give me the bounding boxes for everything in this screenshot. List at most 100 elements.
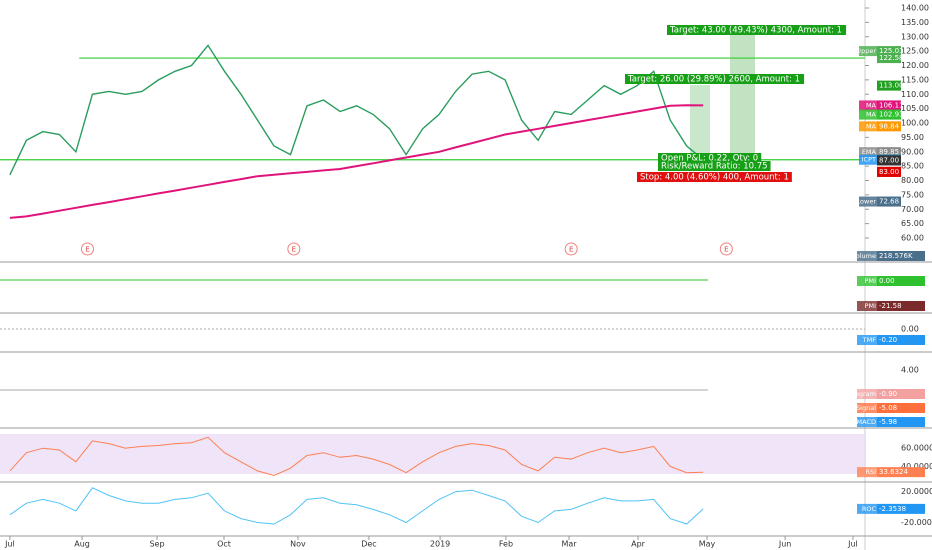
- x-tick-label: Mar: [561, 540, 577, 549]
- annotation: Target: 26.00 (29.89%) 2600, Amount: 1: [627, 75, 800, 85]
- annotation-box: [658, 161, 771, 171]
- price-tag-label: 98.84: [879, 122, 900, 130]
- x-tick-label: 2019: [430, 540, 450, 549]
- x-tick-label: Dec: [361, 540, 376, 549]
- price-line: [9, 44, 704, 176]
- x-tick-label: Oct: [217, 540, 231, 549]
- y-tick-label: 70.00: [901, 205, 924, 214]
- x-tick-label: Feb: [499, 540, 513, 549]
- earnings-marker: [564, 242, 578, 256]
- indicator-value: 218.576K: [879, 252, 913, 260]
- earnings-label: E: [292, 246, 296, 254]
- annotation-box: [625, 74, 805, 84]
- annotation-box: [637, 172, 792, 182]
- rsi-band: [0, 434, 865, 474]
- price-tag-label: 102.93: [879, 111, 904, 119]
- tag-name: EMA: [862, 148, 877, 156]
- indicator-name-box: [857, 467, 877, 478]
- indicator-name: ROC: [862, 505, 877, 513]
- annotation: Stop: 4.00 (4.60%) 400, Amount: 1: [640, 173, 789, 183]
- roc-line: [9, 487, 704, 525]
- y-tick-label: 80.00: [901, 176, 924, 185]
- price-tag-label: 89.85: [879, 148, 899, 156]
- y-tick-label: 130.00: [901, 32, 929, 41]
- y-tick-label: 60.00: [901, 234, 924, 243]
- indicator-tag: [877, 503, 925, 514]
- rsi-tick-label: 40.0000: [901, 462, 932, 471]
- indicator-name: Volume: [852, 252, 876, 260]
- annotation: Target: 43.00 (49.43%) 4300, Amount: 1: [669, 26, 842, 36]
- y-tick-label: 85.00: [901, 162, 924, 171]
- tag-name: ICPT: [862, 156, 876, 164]
- y-tick-label: 75.00: [901, 190, 924, 199]
- price-tag-label: 106.11: [879, 101, 904, 109]
- indicator-name-box: [857, 276, 877, 286]
- earnings-label: E: [569, 246, 573, 254]
- tag-name: MA: [866, 111, 877, 119]
- tag-name: MA: [866, 122, 877, 130]
- indicator-name-box: [857, 503, 877, 514]
- indicator-tag: [877, 467, 925, 478]
- earnings-label: E: [85, 246, 89, 254]
- indicator-name: Histogram: [842, 390, 876, 398]
- x-tick-label: Apr: [631, 540, 646, 549]
- indicator-name-box: [857, 417, 877, 427]
- rsi-tick-label: 60.0000: [901, 444, 932, 453]
- indicator-value: 33.6324: [879, 468, 908, 476]
- tag-name-box: [859, 121, 877, 132]
- earnings-marker: [80, 242, 94, 256]
- tag-name-box: [859, 154, 877, 165]
- price-tag: [877, 155, 901, 166]
- tag-name: BB:Upper: [845, 47, 876, 55]
- tag-name: BB:Lower: [845, 198, 876, 206]
- price-tag-label: 87.00: [879, 156, 899, 164]
- price-tag-label: 72.68: [879, 198, 899, 206]
- indicator-tag: [877, 276, 925, 286]
- macd-tick: 4.00: [901, 366, 919, 375]
- annotation: Open P&L: 0.22, Qty: 0: [661, 154, 758, 164]
- roc-tick-label: 20.0000: [901, 487, 932, 496]
- tmf-tick: 0.00: [901, 325, 919, 334]
- annotation-box: [667, 25, 847, 35]
- price-tag: [877, 100, 901, 111]
- indicator-name: RSI: [865, 468, 876, 476]
- x-tick-label: Sep: [149, 540, 164, 549]
- y-tick-label: 125.00: [901, 47, 929, 56]
- roc-tick-label: -20.0000: [901, 518, 932, 527]
- indicator-name-box: [857, 389, 877, 399]
- indicator-value: -5.98: [879, 418, 897, 426]
- earnings-marker: [719, 242, 733, 256]
- y-tick-label: 140.00: [901, 4, 929, 13]
- indicator-value: 0.00: [879, 277, 895, 285]
- indicator-value: -5.08: [879, 404, 897, 412]
- y-tick-label: 90.00: [901, 147, 924, 156]
- indicator-value: -0.90: [879, 390, 897, 398]
- x-tick-label: Jul: [4, 540, 15, 549]
- indicator-value: -0.20: [879, 336, 897, 344]
- tag-name-box: [859, 196, 877, 207]
- indicator-name: Signal: [856, 404, 876, 412]
- y-tick-label: 120.00: [901, 61, 929, 70]
- tag-name-box: [859, 109, 877, 120]
- x-tick-label: Aug: [74, 540, 90, 549]
- price-tag: [877, 196, 901, 207]
- price-tag: [877, 46, 901, 57]
- indicator-name-box: [857, 335, 877, 345]
- indicator-name-box: [857, 301, 877, 311]
- ma-line: [9, 104, 704, 219]
- indicator-tag: [877, 301, 925, 311]
- tag-name-box: [859, 100, 877, 111]
- price-tag: [877, 109, 901, 120]
- target-zone: [690, 85, 710, 160]
- y-tick-label: 105.00: [901, 104, 929, 113]
- price-tag-label: 125.01: [879, 47, 904, 55]
- indicator-value: -2.3538: [879, 505, 906, 513]
- indicator-name: TMF: [862, 336, 877, 344]
- x-tick-label: Jul: [847, 540, 858, 549]
- y-tick-label: 135.00: [901, 18, 929, 27]
- x-tick-label: Jun: [778, 540, 792, 549]
- price-tag: [877, 147, 901, 158]
- x-tick-label: May: [699, 540, 716, 549]
- earnings-marker: [287, 242, 301, 256]
- price-tag-label: 83.00: [879, 168, 899, 176]
